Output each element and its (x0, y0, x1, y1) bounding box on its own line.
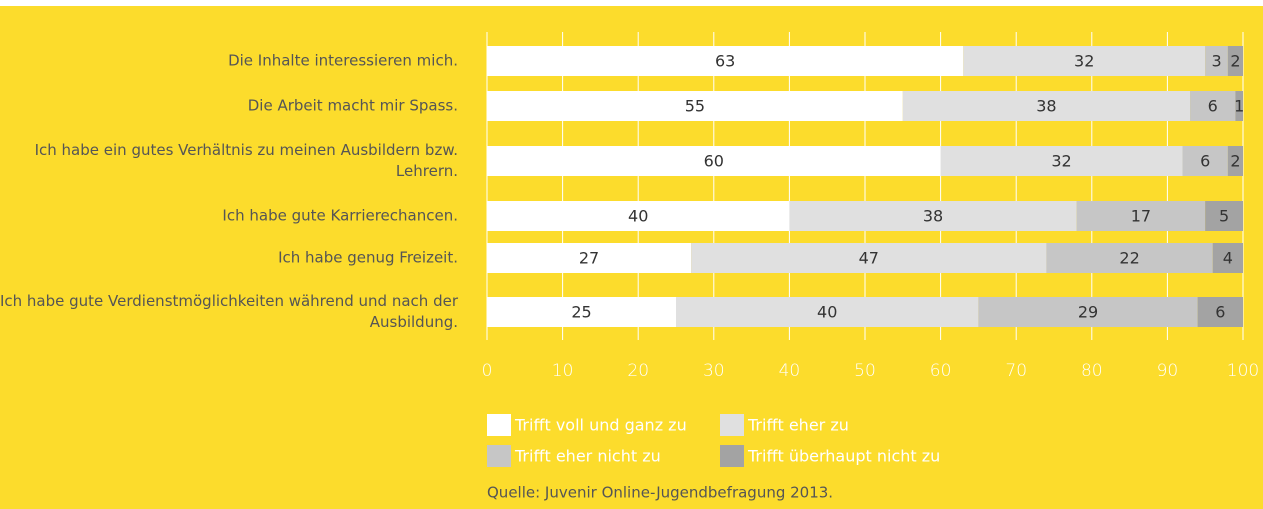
legend-label: Trifft eher nicht zu (514, 447, 661, 466)
value-label: 32 (1074, 52, 1094, 71)
value-label: 25 (571, 303, 591, 322)
value-label: 17 (1131, 207, 1151, 226)
value-label: 6 (1200, 152, 1210, 171)
value-label: 32 (1051, 152, 1071, 171)
bar-segment (676, 297, 979, 327)
category-label: Ich habe gute Verdienstmöglichkeiten wäh… (0, 292, 458, 331)
x-tick-label: 100 (1227, 361, 1259, 381)
x-tick-label: 50 (854, 361, 876, 381)
bar-segment (1076, 201, 1206, 231)
category-label: Ich habe gute Karrierechancen. (222, 206, 458, 225)
bar-segment (1197, 297, 1243, 327)
value-label: 2 (1230, 52, 1240, 71)
value-label: 55 (685, 97, 705, 116)
value-label: 29 (1078, 303, 1098, 322)
value-label: 27 (579, 249, 599, 268)
bar-segment (1212, 243, 1243, 273)
x-tick-label: 10 (552, 361, 574, 381)
bar-segment (940, 146, 1183, 176)
category-label: Ich habe ein gutes Verhältnis zu meinen … (34, 141, 458, 180)
bar-segment (487, 46, 964, 76)
legend-swatch (720, 445, 744, 467)
value-label: 40 (817, 303, 837, 322)
bar-segment (691, 243, 1047, 273)
category-label: Ich habe genug Freizeit. (278, 248, 458, 267)
category-label: Die Arbeit macht mir Spass. (247, 96, 458, 115)
bar-segment (1046, 243, 1213, 273)
x-tick-label: 90 (1157, 361, 1179, 381)
legend-swatch (720, 414, 744, 436)
bar-segment (963, 46, 1206, 76)
value-label: 40 (628, 207, 648, 226)
source: Quelle: Juvenir Online-Jugendbefragung 2… (487, 484, 833, 502)
x-tick-label: 60 (930, 361, 952, 381)
legend-label: Trifft eher zu (747, 416, 849, 435)
bar-segment (1205, 46, 1228, 76)
legend-swatch (487, 414, 511, 436)
bar-segment (902, 91, 1191, 121)
x-tick-label: 40 (779, 361, 801, 381)
x-tick-label: 70 (1005, 361, 1027, 381)
bar-segment (487, 201, 790, 231)
bar-segment (487, 297, 676, 327)
legend-swatch (487, 445, 511, 467)
bar-segment (1227, 46, 1243, 76)
value-label: 60 (704, 152, 724, 171)
bar-segment (487, 243, 692, 273)
bar-segment (1190, 91, 1236, 121)
bar-segment (1235, 91, 1243, 121)
bar-segment (789, 201, 1077, 231)
x-tick-label: 30 (703, 361, 725, 381)
value-label: 38 (923, 207, 943, 226)
category-label: Die Inhalte interessieren mich. (228, 51, 458, 70)
legend-label: Trifft voll und ganz zu (514, 416, 687, 435)
value-label: 22 (1119, 249, 1139, 268)
value-label: 63 (715, 52, 735, 71)
value-label: 1 (1234, 97, 1244, 116)
value-label: 47 (859, 249, 879, 268)
legend-label: Trifft überhaupt nicht zu (747, 447, 940, 466)
x-tick-label: 80 (1081, 361, 1103, 381)
bar-segment (1205, 201, 1243, 231)
x-tick-label: 0 (482, 361, 493, 381)
bar-segment (487, 146, 941, 176)
value-label: 38 (1036, 97, 1056, 116)
bar-segment (978, 297, 1198, 327)
bar-segment (487, 91, 903, 121)
top-strip (0, 0, 1263, 6)
value-label: 6 (1208, 97, 1218, 116)
value-label: 4 (1223, 249, 1233, 268)
value-label: 6 (1215, 303, 1225, 322)
bar-segment (1227, 146, 1243, 176)
value-label: 5 (1219, 207, 1229, 226)
x-tick-label: 20 (627, 361, 649, 381)
bar-segment (1182, 146, 1228, 176)
value-label: 3 (1211, 52, 1221, 71)
value-label: 2 (1230, 152, 1240, 171)
